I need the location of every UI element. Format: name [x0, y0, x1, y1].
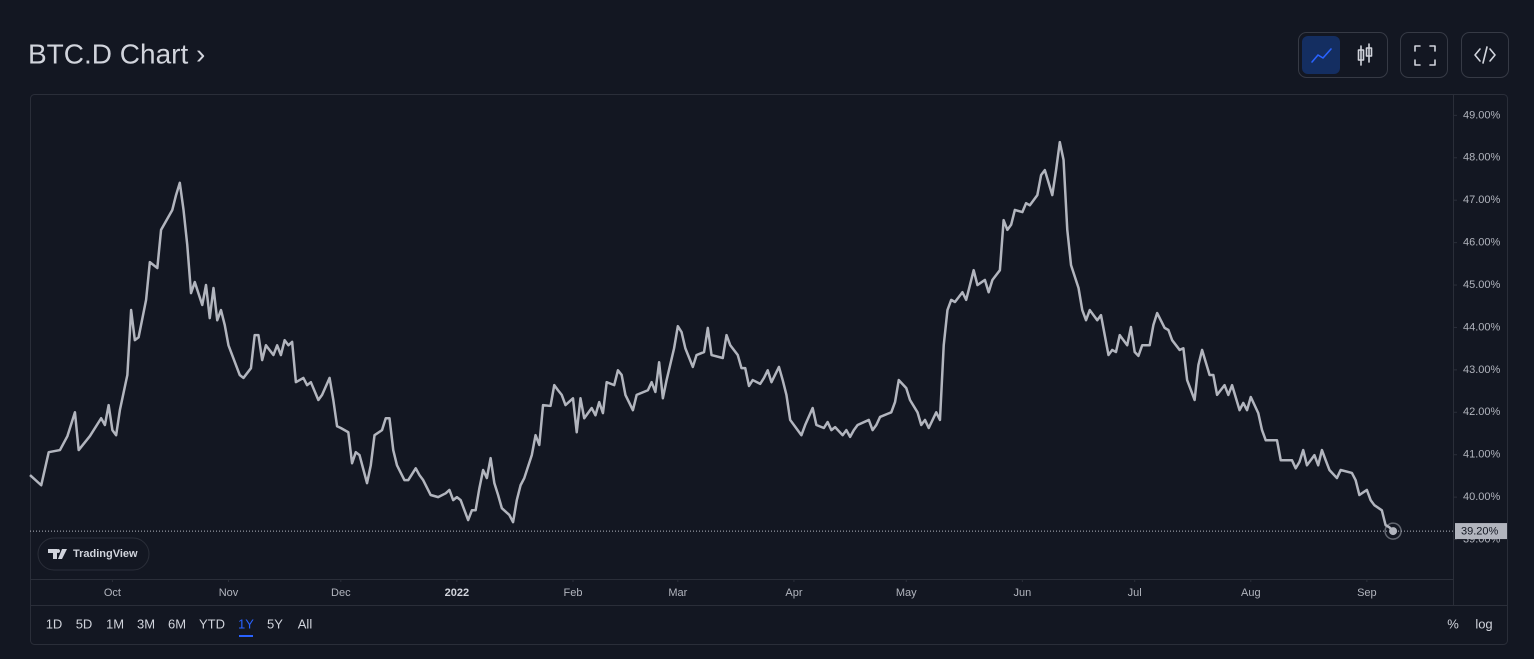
embed-button[interactable] [1461, 32, 1509, 78]
x-tick-label: Nov [219, 587, 239, 599]
brand-name: TradingView [73, 548, 138, 560]
branding-badge[interactable]: TradingView [37, 537, 150, 571]
range-button[interactable]: YTD [199, 616, 225, 631]
range-button[interactable]: 5Y [267, 616, 283, 631]
y-tick-label: 44.00% [1463, 321, 1501, 333]
x-tick-label: Oct [104, 587, 121, 599]
scale-option[interactable]: log [1475, 616, 1492, 631]
fullscreen-icon [1414, 45, 1436, 66]
y-tick-label: 49.00% [1463, 109, 1501, 121]
x-tick-label: Dec [331, 587, 351, 599]
chart-frame [30, 94, 1508, 645]
y-tick-label: 43.00% [1463, 364, 1501, 376]
candle-icon [1365, 47, 1373, 57]
range-bar: 1D 5D 1M 3M 6M YTD 1Y 5Y All% log [46, 616, 1493, 637]
candle-button-area[interactable] [1346, 36, 1384, 74]
x-tick-label: Feb [564, 587, 583, 599]
line-icon [1311, 48, 1332, 63]
candle-icon [1357, 49, 1365, 61]
last-point [1389, 527, 1398, 536]
y-tick-label: 41.00% [1463, 449, 1501, 461]
x-tick-label: Sep [1357, 587, 1377, 599]
current-price-label: 39.20% [1461, 525, 1499, 537]
range-button[interactable]: 5D [76, 616, 93, 631]
range-button[interactable]: 1M [106, 616, 124, 631]
y-tick-label: 40.00% [1463, 491, 1501, 503]
chart-style-toggle [1298, 32, 1388, 78]
x-tick-label: Aug [1241, 587, 1261, 599]
fullscreen-button[interactable] [1400, 32, 1448, 78]
range-button[interactable]: 1D [46, 616, 63, 631]
y-tick-label: 45.00% [1463, 279, 1501, 291]
range-button[interactable]: 1Y [238, 616, 254, 631]
range-button[interactable]: All [298, 616, 313, 631]
scale-option[interactable]: % [1447, 616, 1459, 631]
range-button[interactable]: 6M [168, 616, 186, 631]
y-tick-label: 47.00% [1463, 194, 1501, 206]
y-tick-label: 42.00% [1463, 406, 1501, 418]
x-tick-label: Jun [1013, 587, 1031, 599]
x-tick-label: 2022 [445, 587, 469, 599]
badge-frame [37, 537, 150, 571]
x-tick-label: May [896, 587, 917, 599]
plot: 39.00%40.00%41.00%42.00%43.00%44.00%45.0… [29, 109, 1507, 599]
tv-logo [48, 549, 67, 559]
x-tick-label: Jul [1128, 587, 1142, 599]
range-button[interactable]: 3M [137, 616, 155, 631]
candle-style-button[interactable] [1346, 36, 1384, 74]
line-style-button[interactable] [1302, 36, 1340, 74]
title[interactable]: BTC.D Chart › [28, 38, 205, 69]
embed-icon [1474, 46, 1496, 64]
y-tick-label: 46.00% [1463, 237, 1501, 249]
price-line [29, 140, 1394, 532]
current-price-tag [1455, 523, 1507, 540]
x-tick-label: Mar [668, 587, 687, 599]
y-tick-label: 48.00% [1463, 152, 1501, 164]
x-tick-label: Apr [785, 587, 802, 599]
toggle-frame [1298, 32, 1388, 78]
